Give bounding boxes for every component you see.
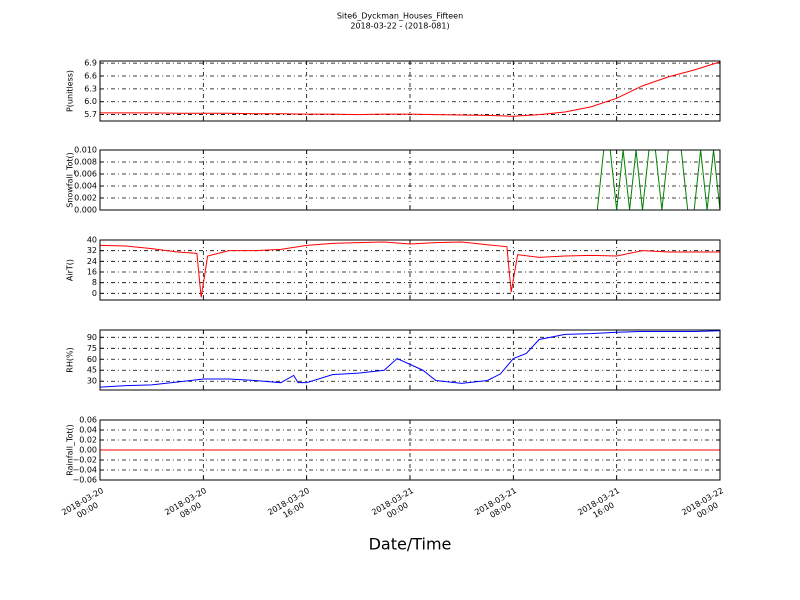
y-tick-label: −0.02 xyxy=(72,456,97,465)
y-tick-label: 0.004 xyxy=(74,182,97,191)
y-axis-label: AirT() xyxy=(66,259,75,281)
y-tick-label: 32 xyxy=(87,246,97,255)
figure-title: Site6_Dyckman_Houses_Fifteen xyxy=(337,12,463,21)
y-tick-label: 45 xyxy=(87,366,97,375)
y-tick-label: 0 xyxy=(92,289,97,298)
x-axis-label: Date/Time xyxy=(369,535,452,554)
y-tick-label: 6.0 xyxy=(84,97,97,106)
plot-frame xyxy=(99,239,721,301)
plot-frame xyxy=(99,419,721,481)
figure-subtitle: 2018-03-22 - (2018-081) xyxy=(350,22,449,31)
y-axis-label: P(unitless) xyxy=(66,70,75,112)
plot-frame xyxy=(99,60,721,122)
data-line xyxy=(100,61,721,117)
y-tick-label: 6.6 xyxy=(84,72,97,81)
y-tick-label: 0.010 xyxy=(74,146,97,155)
plot-frame xyxy=(99,329,721,391)
y-tick-label: 40 xyxy=(87,236,97,245)
y-axis-label: Snowfall_Tot() xyxy=(66,152,75,208)
y-tick-label: 0.02 xyxy=(79,436,97,445)
data-line xyxy=(99,330,721,388)
y-tick-label: 60 xyxy=(87,355,97,364)
y-tick-label: 5.7 xyxy=(84,110,97,119)
y-tick-label: 0.06 xyxy=(79,416,97,425)
y-tick-label: 0.04 xyxy=(79,426,97,435)
y-axis-label: RH(%) xyxy=(66,347,75,372)
data-line xyxy=(99,241,720,298)
y-tick-label: −0.04 xyxy=(72,466,97,475)
y-tick-label: 16 xyxy=(87,268,97,277)
y-tick-label: 8 xyxy=(92,278,97,287)
y-tick-label: 6.3 xyxy=(84,84,97,93)
y-tick-label: 24 xyxy=(87,257,97,266)
y-tick-label: 0.00 xyxy=(79,446,97,455)
y-tick-label: 75 xyxy=(87,344,97,353)
y-tick-label: 0.008 xyxy=(74,158,97,167)
y-tick-label: 30 xyxy=(87,377,97,386)
y-tick-label: 0.002 xyxy=(74,194,97,203)
plot-frame xyxy=(99,149,721,211)
y-tick-label: 0.000 xyxy=(74,206,97,215)
y-axis-label: Rainfall_Tot() xyxy=(66,424,75,476)
y-tick-label: 6.9 xyxy=(84,59,97,68)
y-tick-label: −0.06 xyxy=(72,476,97,485)
y-tick-label: 0.006 xyxy=(74,170,97,179)
y-tick-label: 90 xyxy=(87,333,97,342)
